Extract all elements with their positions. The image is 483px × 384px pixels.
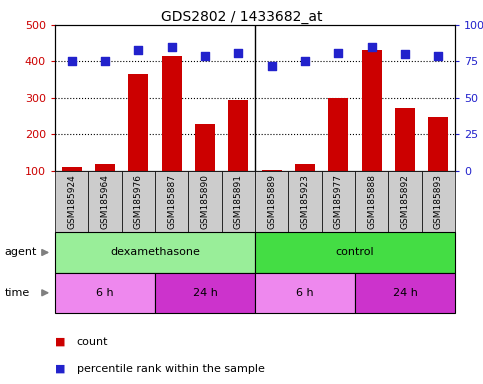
- Bar: [228, 100, 248, 171]
- Text: control: control: [336, 247, 374, 258]
- Text: GDS2802 / 1433682_at: GDS2802 / 1433682_at: [161, 10, 322, 23]
- Text: ■: ■: [55, 364, 66, 374]
- Point: [401, 51, 409, 57]
- Point: [368, 44, 376, 50]
- Text: 6 h: 6 h: [96, 288, 114, 298]
- Text: 6 h: 6 h: [296, 288, 314, 298]
- Text: GSM185889: GSM185889: [267, 174, 276, 229]
- Point: [68, 58, 76, 65]
- Text: GSM185890: GSM185890: [200, 174, 210, 229]
- Bar: [95, 164, 115, 171]
- Text: time: time: [5, 288, 30, 298]
- Point: [135, 47, 142, 53]
- Text: GSM185923: GSM185923: [300, 174, 310, 229]
- Point: [235, 50, 242, 56]
- Text: GSM185893: GSM185893: [434, 174, 443, 229]
- Bar: [328, 98, 348, 171]
- Text: percentile rank within the sample: percentile rank within the sample: [77, 364, 265, 374]
- Point: [268, 63, 276, 69]
- Point: [301, 58, 309, 65]
- Text: 24 h: 24 h: [393, 288, 417, 298]
- Bar: [162, 56, 182, 171]
- Text: 24 h: 24 h: [193, 288, 217, 298]
- Text: ■: ■: [55, 337, 66, 347]
- Text: GSM185887: GSM185887: [167, 174, 176, 229]
- Bar: [295, 164, 315, 171]
- Bar: [195, 124, 215, 171]
- Text: GSM185891: GSM185891: [234, 174, 243, 229]
- Point: [435, 53, 442, 59]
- Text: count: count: [77, 337, 108, 347]
- Bar: [395, 108, 415, 171]
- Point: [201, 53, 209, 59]
- Point: [335, 50, 342, 56]
- Text: agent: agent: [5, 247, 37, 258]
- Text: GSM185892: GSM185892: [400, 174, 410, 229]
- Text: GSM185977: GSM185977: [334, 174, 343, 229]
- Text: GSM185976: GSM185976: [134, 174, 143, 229]
- Point: [101, 58, 109, 65]
- Bar: [62, 167, 82, 171]
- Text: GSM185924: GSM185924: [67, 174, 76, 229]
- Text: dexamethasone: dexamethasone: [110, 247, 200, 258]
- Point: [168, 44, 176, 50]
- Text: GSM185888: GSM185888: [367, 174, 376, 229]
- Bar: [262, 170, 282, 171]
- Bar: [128, 74, 148, 171]
- Text: GSM185964: GSM185964: [100, 174, 110, 229]
- Bar: [428, 117, 448, 171]
- Bar: [362, 51, 382, 171]
